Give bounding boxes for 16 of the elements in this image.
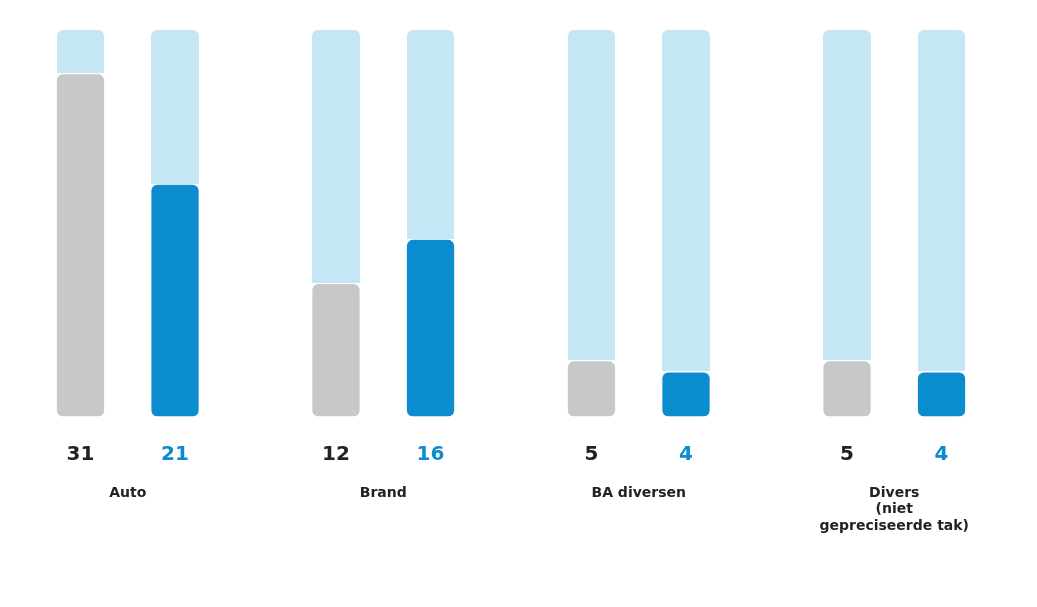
data-label: 31 (66, 440, 95, 465)
data-label: 16 (416, 440, 445, 465)
x-tick-label: Divers (niet gepreciseerde tak) (819, 483, 970, 534)
bar (917, 372, 966, 417)
x-tick-label: Brand (359, 483, 407, 500)
data-label: 21 (161, 440, 189, 465)
data-label: 5 (840, 440, 854, 465)
data-label: 5 (584, 440, 599, 465)
data-label: 4 (934, 440, 949, 465)
bar (567, 361, 616, 417)
data-label: 12 (322, 440, 350, 465)
bar (823, 361, 871, 417)
bar (662, 372, 710, 417)
x-tick-label: BA diversen (591, 483, 687, 500)
x-tick-label: Auto (109, 483, 147, 500)
data-label: 4 (679, 440, 693, 465)
